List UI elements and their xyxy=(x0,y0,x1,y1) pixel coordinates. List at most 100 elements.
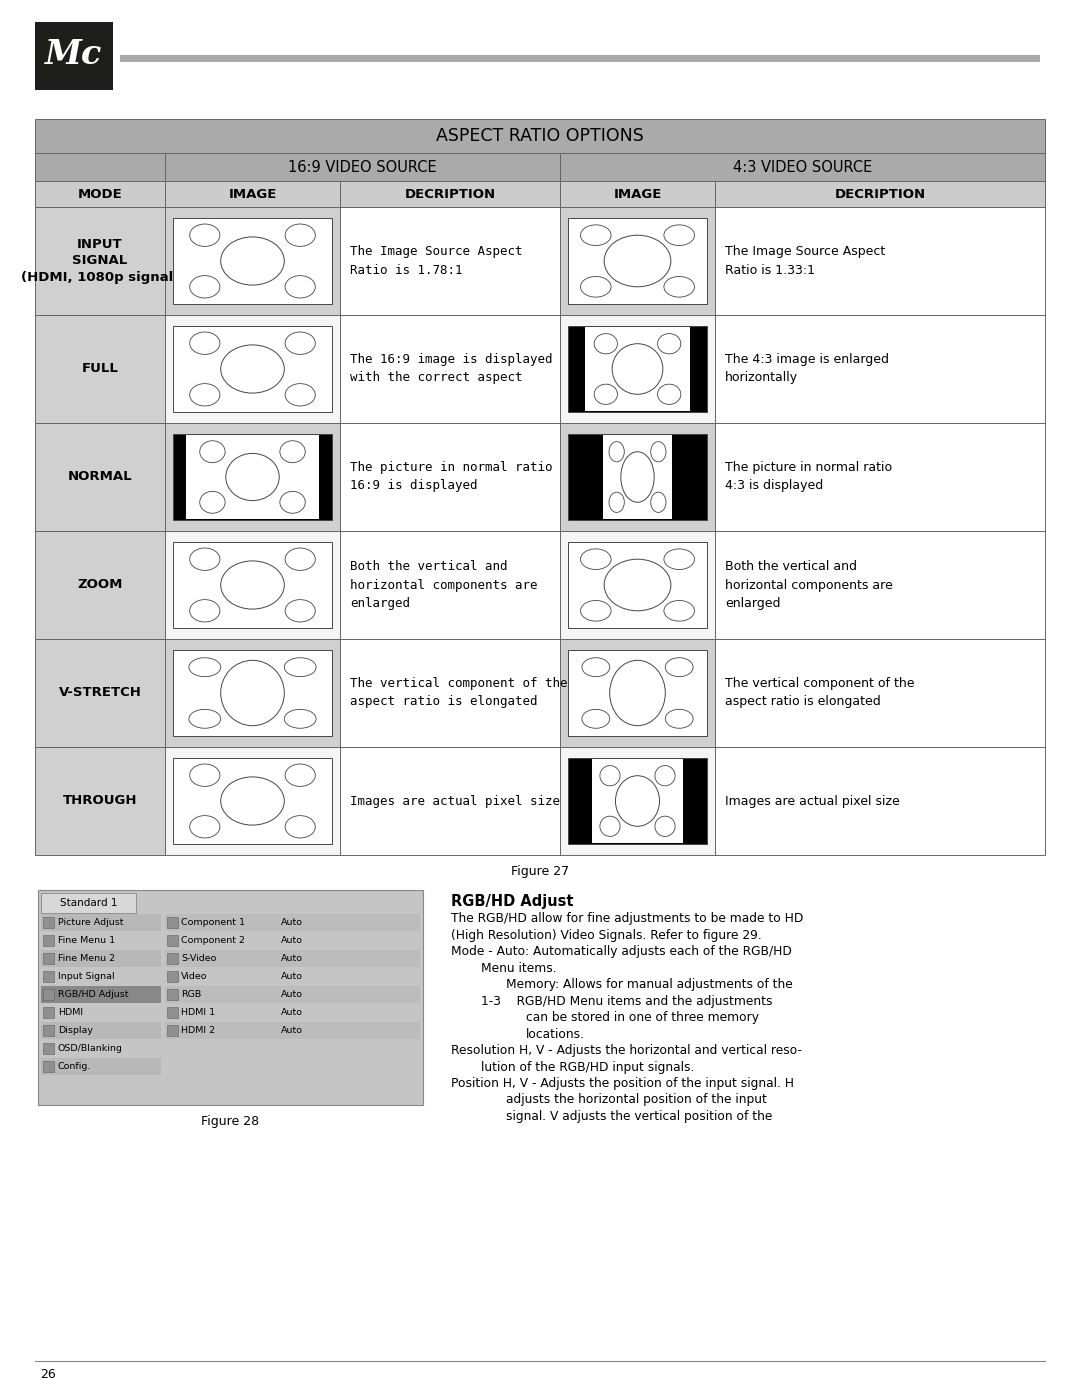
Text: 26: 26 xyxy=(40,1369,56,1382)
Bar xyxy=(568,218,707,305)
Text: can be stored in one of three memory: can be stored in one of three memory xyxy=(526,1011,759,1024)
Text: 16:9 VIDEO SOURCE: 16:9 VIDEO SOURCE xyxy=(288,159,436,175)
Bar xyxy=(165,1004,420,1021)
Ellipse shape xyxy=(285,816,315,838)
Bar xyxy=(35,22,113,89)
Bar xyxy=(568,759,707,844)
Bar xyxy=(603,434,672,520)
Ellipse shape xyxy=(581,601,611,622)
Ellipse shape xyxy=(612,344,663,394)
Ellipse shape xyxy=(664,277,694,298)
Text: RGB: RGB xyxy=(181,990,201,999)
Bar xyxy=(561,154,1045,182)
Text: Auto: Auto xyxy=(281,936,303,944)
Ellipse shape xyxy=(220,661,284,725)
Bar xyxy=(35,207,165,314)
Bar xyxy=(568,326,707,412)
Bar xyxy=(35,531,165,638)
Bar xyxy=(165,154,561,182)
Ellipse shape xyxy=(220,777,284,826)
Ellipse shape xyxy=(604,559,671,610)
Ellipse shape xyxy=(190,224,220,246)
Bar xyxy=(41,914,161,930)
Ellipse shape xyxy=(658,384,680,404)
Bar xyxy=(165,950,420,967)
Bar xyxy=(165,986,420,1003)
Bar xyxy=(340,747,561,855)
Text: Component 2: Component 2 xyxy=(181,936,245,944)
Bar xyxy=(165,932,420,949)
Text: RGB/HD Adjust: RGB/HD Adjust xyxy=(58,990,129,999)
Ellipse shape xyxy=(280,441,306,462)
Ellipse shape xyxy=(280,492,306,513)
Bar xyxy=(41,1023,161,1039)
Ellipse shape xyxy=(190,816,220,838)
Text: Standard 1: Standard 1 xyxy=(59,898,118,908)
Text: HDMI 1: HDMI 1 xyxy=(181,1009,215,1017)
Text: The Image Source Aspect
Ratio is 1.33:1: The Image Source Aspect Ratio is 1.33:1 xyxy=(725,246,886,277)
Bar xyxy=(340,314,561,423)
Text: Display: Display xyxy=(58,1025,93,1035)
Bar xyxy=(561,531,715,638)
Ellipse shape xyxy=(664,549,694,570)
Bar xyxy=(41,986,161,1003)
Text: adjusts the horizontal position of the input: adjusts the horizontal position of the i… xyxy=(507,1094,767,1106)
Ellipse shape xyxy=(581,549,611,570)
Ellipse shape xyxy=(284,710,316,728)
Ellipse shape xyxy=(285,224,315,246)
Ellipse shape xyxy=(594,334,618,353)
Text: Resolution H, V - Adjusts the horizontal and vertical reso-: Resolution H, V - Adjusts the horizontal… xyxy=(451,1044,802,1058)
Bar xyxy=(186,434,320,520)
Ellipse shape xyxy=(220,345,284,393)
Ellipse shape xyxy=(609,441,624,462)
Text: Mc: Mc xyxy=(45,38,103,70)
Text: The RGB/HD allow for fine adjustments to be made to HD: The RGB/HD allow for fine adjustments to… xyxy=(451,912,804,925)
Ellipse shape xyxy=(599,816,620,837)
Bar xyxy=(167,953,178,964)
Bar xyxy=(41,932,161,949)
Bar xyxy=(173,650,332,736)
Text: Video: Video xyxy=(181,972,207,981)
Text: Mode - Auto: Automatically adjusts each of the RGB/HD: Mode - Auto: Automatically adjusts each … xyxy=(451,944,792,958)
Text: Auto: Auto xyxy=(281,972,303,981)
Bar xyxy=(35,423,165,531)
Text: Auto: Auto xyxy=(281,918,303,928)
Ellipse shape xyxy=(610,661,665,725)
Text: 4:3 VIDEO SOURCE: 4:3 VIDEO SOURCE xyxy=(733,159,873,175)
Bar xyxy=(561,638,715,747)
Text: Menu items.: Menu items. xyxy=(481,961,556,975)
Bar xyxy=(165,747,340,855)
Bar xyxy=(35,119,1045,154)
Bar xyxy=(173,326,332,412)
Ellipse shape xyxy=(616,775,660,826)
Bar xyxy=(715,182,1045,207)
Ellipse shape xyxy=(284,658,316,676)
Ellipse shape xyxy=(190,332,220,355)
Text: Component 1: Component 1 xyxy=(181,918,245,928)
Text: DECRIPTION: DECRIPTION xyxy=(835,187,926,201)
Ellipse shape xyxy=(190,599,220,622)
Bar xyxy=(561,747,715,855)
Text: Auto: Auto xyxy=(281,1009,303,1017)
Ellipse shape xyxy=(200,492,225,513)
Text: Figure 28: Figure 28 xyxy=(202,1115,259,1127)
Text: Auto: Auto xyxy=(281,990,303,999)
Bar xyxy=(173,759,332,844)
Bar xyxy=(41,1039,161,1058)
Ellipse shape xyxy=(599,766,620,787)
Text: Auto: Auto xyxy=(281,954,303,963)
Ellipse shape xyxy=(604,235,671,286)
Text: Auto: Auto xyxy=(281,1025,303,1035)
Text: MODE: MODE xyxy=(78,187,122,201)
Bar xyxy=(35,747,165,855)
Bar xyxy=(43,1044,54,1053)
Text: The vertical component of the
aspect ratio is elongated: The vertical component of the aspect rat… xyxy=(350,678,567,708)
Bar xyxy=(715,314,1045,423)
Ellipse shape xyxy=(190,764,220,787)
Text: OSD/Blanking: OSD/Blanking xyxy=(58,1044,123,1053)
Text: The vertical component of the
aspect ratio is elongated: The vertical component of the aspect rat… xyxy=(725,678,915,708)
Bar xyxy=(340,182,561,207)
Text: Position H, V - Adjusts the position of the input signal. H: Position H, V - Adjusts the position of … xyxy=(451,1077,794,1090)
Bar xyxy=(165,968,420,985)
Text: ASPECT RATIO OPTIONS: ASPECT RATIO OPTIONS xyxy=(436,127,644,145)
